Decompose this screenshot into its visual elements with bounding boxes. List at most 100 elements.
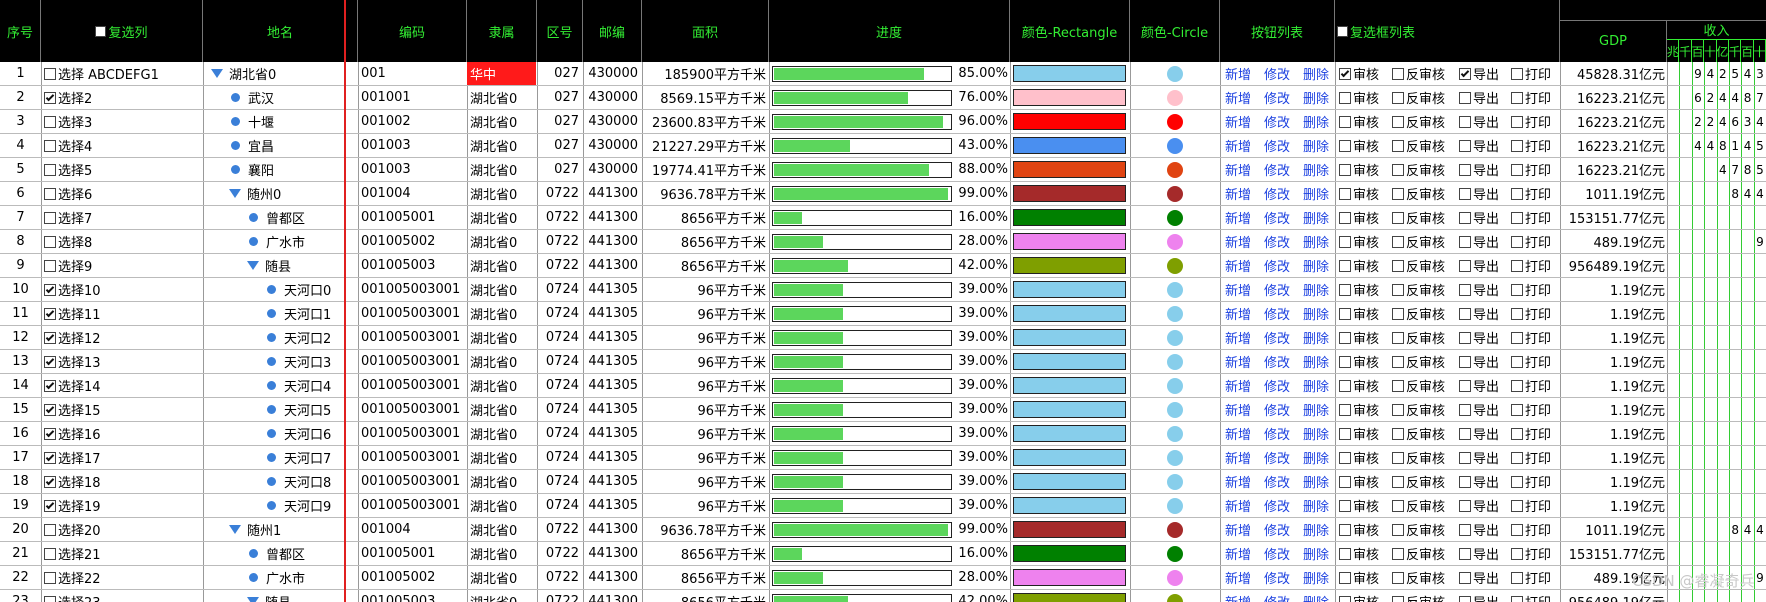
action-button[interactable]: 修改 [1264, 68, 1291, 83]
checkbox[interactable] [1459, 91, 1471, 104]
action-button[interactable]: 新增 [1225, 308, 1252, 323]
action-button[interactable]: 修改 [1264, 164, 1291, 179]
checkbox[interactable] [44, 91, 56, 104]
checkbox[interactable] [1511, 355, 1523, 368]
checkbox[interactable] [1511, 67, 1523, 80]
checkbox[interactable] [1392, 403, 1404, 416]
action-button[interactable]: 删除 [1303, 380, 1330, 395]
checkbox[interactable] [1339, 451, 1351, 464]
checkbox[interactable] [1459, 331, 1471, 344]
action-button[interactable]: 修改 [1264, 380, 1291, 395]
checkbox[interactable] [44, 547, 56, 560]
checkbox[interactable] [44, 211, 56, 224]
checkbox[interactable] [44, 283, 56, 296]
checkbox[interactable] [1511, 451, 1523, 464]
checkbox[interactable] [1339, 355, 1351, 368]
action-button[interactable]: 删除 [1303, 212, 1330, 227]
action-button[interactable]: 新增 [1225, 140, 1252, 155]
checkbox[interactable] [1511, 139, 1523, 152]
checkbox[interactable] [1339, 67, 1351, 80]
checkbox[interactable] [1459, 139, 1471, 152]
checkbox[interactable] [44, 475, 56, 488]
checkbox[interactable] [1511, 595, 1523, 602]
checkbox[interactable] [44, 115, 56, 128]
action-button[interactable]: 新增 [1225, 332, 1252, 347]
action-button[interactable]: 修改 [1264, 548, 1291, 563]
checkbox[interactable] [1511, 547, 1523, 560]
checkbox[interactable] [1339, 91, 1351, 104]
checkbox[interactable] [1459, 403, 1471, 416]
checkbox[interactable] [1511, 187, 1523, 200]
action-button[interactable]: 新增 [1225, 572, 1252, 587]
checkbox[interactable] [1511, 403, 1523, 416]
tree-toggle[interactable] [229, 189, 241, 198]
action-button[interactable]: 删除 [1303, 260, 1330, 275]
action-button[interactable]: 新增 [1225, 524, 1252, 539]
checkbox[interactable] [1339, 331, 1351, 344]
checkbox[interactable] [1392, 139, 1404, 152]
action-button[interactable]: 删除 [1303, 188, 1330, 203]
tree-toggle[interactable] [247, 261, 259, 270]
action-button[interactable]: 修改 [1264, 452, 1291, 467]
checkbox[interactable] [1339, 115, 1351, 128]
checkbox[interactable] [44, 67, 56, 80]
action-button[interactable]: 修改 [1264, 116, 1291, 131]
checkbox[interactable] [1339, 379, 1351, 392]
checkbox[interactable] [1459, 523, 1471, 536]
tree-toggle[interactable] [229, 525, 241, 534]
checkbox[interactable] [1392, 67, 1404, 80]
action-button[interactable]: 修改 [1264, 524, 1291, 539]
action-button[interactable]: 新增 [1225, 116, 1252, 131]
action-button[interactable]: 修改 [1264, 236, 1291, 251]
checkbox[interactable] [1339, 139, 1351, 152]
checkbox[interactable] [1339, 403, 1351, 416]
action-button[interactable]: 新增 [1225, 188, 1252, 203]
checkbox[interactable] [1459, 211, 1471, 224]
action-button[interactable]: 删除 [1303, 332, 1330, 347]
checkbox[interactable] [1339, 235, 1351, 248]
action-button[interactable]: 删除 [1303, 524, 1330, 539]
checkbox[interactable] [44, 235, 56, 248]
checkbox[interactable] [1392, 307, 1404, 320]
action-button[interactable]: 修改 [1264, 260, 1291, 275]
checkbox[interactable] [1459, 451, 1471, 464]
action-button[interactable]: 删除 [1303, 356, 1330, 371]
checkbox[interactable] [1392, 499, 1404, 512]
action-button[interactable]: 新增 [1225, 356, 1252, 371]
checkbox[interactable] [44, 403, 56, 416]
checkbox[interactable] [1392, 379, 1404, 392]
action-button[interactable]: 修改 [1264, 404, 1291, 419]
checkbox[interactable] [1511, 499, 1523, 512]
checkbox[interactable] [1511, 91, 1523, 104]
action-button[interactable]: 修改 [1264, 428, 1291, 443]
checkbox[interactable] [1459, 307, 1471, 320]
tree-toggle[interactable] [247, 597, 259, 602]
checkbox[interactable] [95, 25, 107, 37]
action-button[interactable]: 新增 [1225, 590, 1251, 602]
checkbox[interactable] [1339, 211, 1351, 224]
checkbox[interactable] [1392, 91, 1404, 104]
action-button[interactable]: 新增 [1225, 68, 1252, 83]
action-button[interactable]: 新增 [1225, 164, 1252, 179]
checkbox[interactable] [1511, 115, 1523, 128]
checkbox[interactable] [1392, 571, 1404, 584]
action-button[interactable]: 新增 [1225, 236, 1252, 251]
checkbox[interactable] [1459, 571, 1471, 584]
action-button[interactable]: 新增 [1225, 404, 1252, 419]
checkbox[interactable] [1339, 523, 1351, 536]
action-button[interactable]: 删除 [1303, 428, 1330, 443]
checkbox[interactable] [1459, 163, 1471, 176]
action-button[interactable]: 修改 [1264, 500, 1291, 515]
checkbox[interactable] [1392, 235, 1404, 248]
checkbox[interactable] [44, 259, 56, 272]
action-button[interactable]: 删除 [1303, 68, 1330, 83]
action-button[interactable]: 删除 [1303, 92, 1330, 107]
checkbox[interactable] [1511, 379, 1523, 392]
checkbox[interactable] [1339, 187, 1351, 200]
checkbox[interactable] [44, 523, 56, 536]
action-button[interactable]: 修改 [1264, 332, 1291, 347]
checkbox[interactable] [1459, 259, 1471, 272]
action-button[interactable]: 删除 [1303, 476, 1330, 491]
tree-toggle[interactable] [211, 69, 223, 78]
checkbox[interactable] [1392, 355, 1404, 368]
